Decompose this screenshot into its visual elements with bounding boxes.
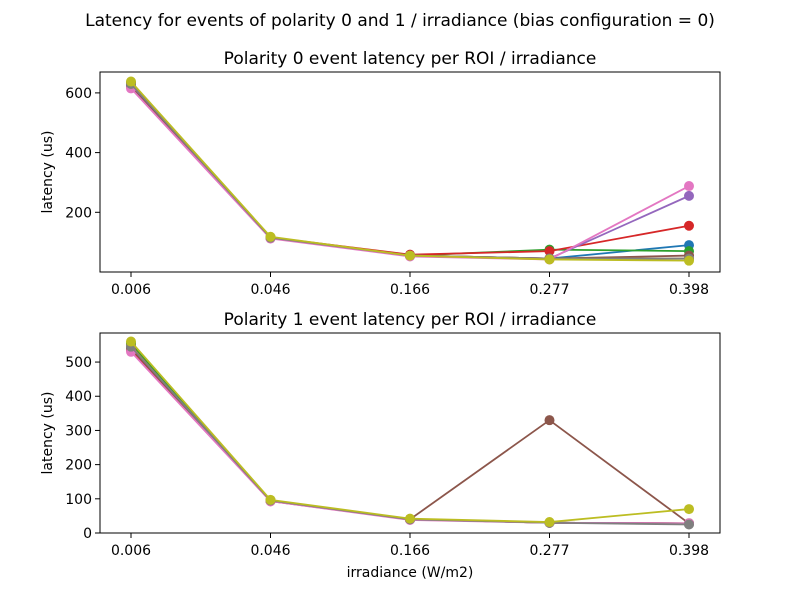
data-point-s4-4	[544, 246, 555, 257]
x-tick-label: 0.277	[529, 282, 569, 298]
data-point-s5-5	[684, 190, 694, 201]
figure-suptitle: Latency for events of polarity 0 and 1 /…	[85, 11, 715, 31]
data-point-s9-2	[265, 231, 276, 242]
y-tick-label: 200	[65, 205, 92, 221]
x-axis-label: irradiance (W/m2)	[347, 565, 474, 581]
x-tick-label: 0.398	[669, 282, 709, 298]
x-tick-label: 0.166	[390, 543, 430, 559]
data-point-s9-1	[126, 76, 136, 87]
x-tick-label: 0.006	[111, 543, 151, 559]
y-tick-label: 0	[83, 526, 92, 542]
x-tick-label: 0.166	[390, 282, 430, 298]
polarity-0-chart: Polarity 0 event latency per ROI / irrad…	[40, 49, 721, 298]
data-point-s9-4	[544, 517, 555, 528]
data-point-s6-4	[544, 415, 555, 426]
data-point-s9-3	[405, 513, 415, 524]
x-tick-label: 0.006	[111, 282, 151, 298]
x-tick-label: 0.277	[529, 543, 569, 559]
data-point-s9-5	[684, 255, 694, 266]
polarity-1-chart: Polarity 1 event latency per ROI / irrad…	[40, 310, 721, 581]
data-point-s7-5	[684, 181, 694, 192]
y-tick-label: 500	[65, 355, 92, 371]
y-tick-label: 300	[65, 423, 92, 439]
data-point-s9-2	[265, 494, 276, 505]
data-point-s9-4	[544, 254, 555, 265]
data-point-s9-5	[684, 504, 694, 515]
data-point-s9-1	[126, 336, 136, 347]
data-point-s9-3	[405, 250, 415, 261]
y-axis-label: latency (us)	[40, 131, 56, 214]
y-tick-label: 600	[65, 86, 92, 102]
data-point-s8-5	[684, 519, 694, 530]
y-axis-label: latency (us)	[40, 392, 56, 475]
chart-title: Polarity 0 event latency per ROI / irrad…	[224, 49, 597, 69]
y-tick-label: 400	[65, 389, 92, 405]
chart-title: Polarity 1 event latency per ROI / irrad…	[224, 310, 597, 330]
x-tick-label: 0.046	[250, 543, 290, 559]
x-tick-label: 0.046	[250, 282, 290, 298]
data-point-s4-5	[684, 220, 694, 231]
y-tick-label: 400	[65, 146, 92, 162]
y-tick-label: 200	[65, 458, 92, 474]
x-tick-label: 0.398	[669, 543, 709, 559]
y-tick-label: 100	[65, 492, 92, 508]
